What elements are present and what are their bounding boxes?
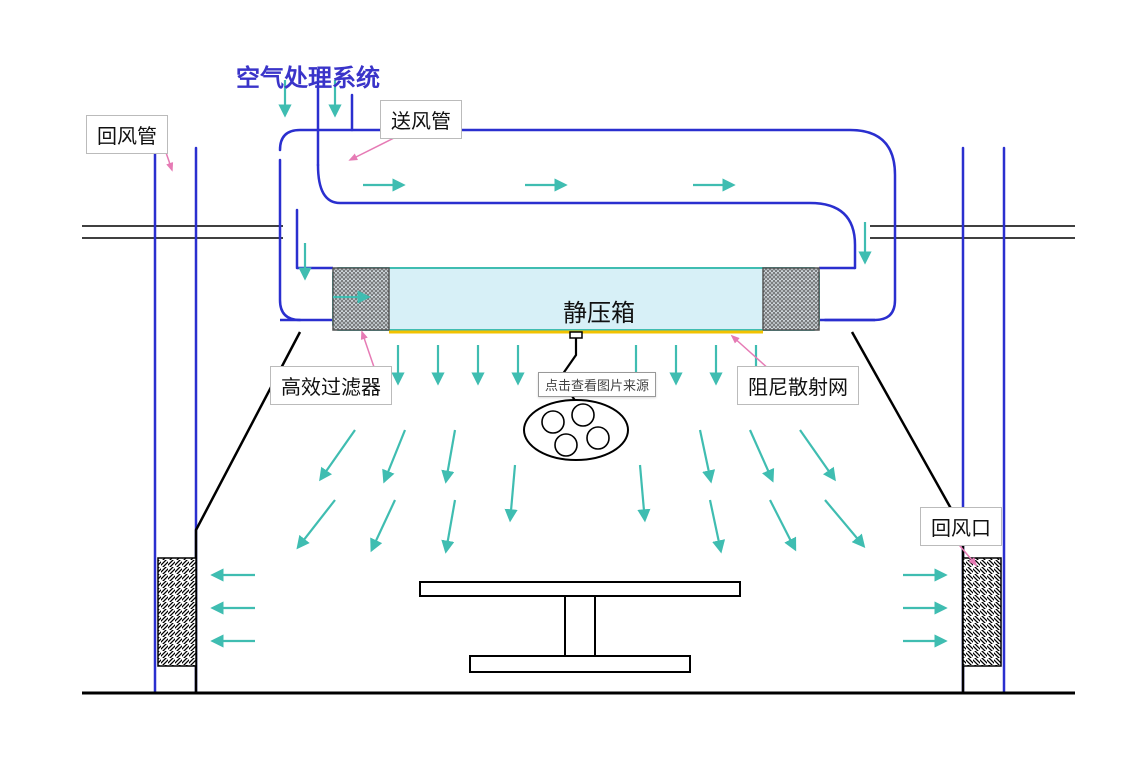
label-return-inlet: 回风口 — [920, 507, 1002, 546]
label-diffuser: 阻尼散射网 — [737, 366, 859, 405]
image-source-tooltip[interactable]: 点击查看图片来源 — [538, 372, 656, 397]
label-plenum: 静压箱 — [563, 293, 635, 328]
diagram-title: 空气处理系统 — [236, 58, 380, 93]
label-hepa-filter: 高效过滤器 — [270, 366, 392, 405]
label-return-duct: 回风管 — [86, 115, 168, 154]
diagram-stage: 空气处理系统 回风管 送风管 静压箱 高效过滤器 阻尼散射网 回风口 点击查看图… — [0, 0, 1133, 759]
label-supply-duct: 送风管 — [380, 100, 462, 139]
